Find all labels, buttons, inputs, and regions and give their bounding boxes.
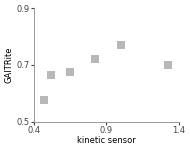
Point [119,44,122,46]
Point [93,58,96,60]
X-axis label: kinetic sensor: kinetic sensor [77,136,136,145]
Point [50,74,53,76]
Point [43,99,46,102]
Y-axis label: GAITRite: GAITRite [5,47,14,83]
Point [167,64,170,66]
Point [69,71,72,73]
